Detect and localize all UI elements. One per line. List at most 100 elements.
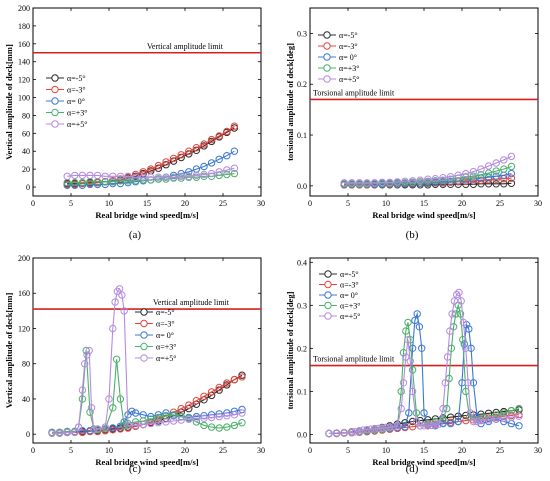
data-point (424, 419, 432, 428)
data-point (457, 297, 465, 305)
legend-label: α=+5° (67, 120, 87, 129)
x-tick-label: 15 (143, 446, 151, 455)
legend-swatch-marker (140, 354, 148, 362)
data-point (446, 419, 455, 428)
legend: α=-5° α=-3° α= 0° α=+3° α=+5° (135, 308, 176, 363)
data-point (78, 386, 87, 394)
data-point (401, 423, 409, 431)
y-tick-label: 0.1 (297, 387, 307, 396)
data-point (74, 423, 83, 431)
data-point (131, 409, 140, 417)
data-point (507, 152, 516, 161)
data-point (492, 159, 500, 167)
y-tick-label: 160 (18, 289, 30, 298)
data-point (439, 404, 447, 413)
series-line (67, 167, 235, 178)
data-point (484, 173, 493, 181)
data-point (500, 409, 508, 417)
data-point (83, 351, 91, 359)
data-point (431, 177, 440, 185)
data-point (454, 417, 462, 426)
data-point (399, 379, 408, 387)
data-point (71, 178, 79, 187)
y-axis-label: torsional amplitude of deck[deg] (285, 291, 295, 409)
legend-swatch-marker (323, 42, 331, 50)
data-point (446, 175, 455, 183)
data-point (131, 173, 140, 181)
panel-b: 0 5 10 15 20 25 30 0.0 0.1 0.2 0.3 Real bridge wind… (285, 7, 542, 241)
data-point (85, 346, 93, 355)
x-tick-label: 25 (219, 446, 227, 455)
data-point (340, 429, 348, 437)
y-tick-label: 0 (26, 183, 30, 192)
series-line (52, 408, 243, 433)
data-point (446, 327, 454, 335)
x-tick-label: 5 (346, 199, 350, 208)
legend-label: α=-3° (339, 42, 358, 51)
panel-caption: (b) (406, 229, 419, 241)
data-point (55, 429, 64, 437)
x-axis-label: Real bridge wind speed[m/s] (95, 210, 198, 220)
data-point (162, 173, 170, 181)
data-point (223, 152, 231, 160)
data-point (477, 171, 485, 179)
data-point (439, 176, 447, 184)
data-point (408, 177, 417, 185)
data-point (459, 318, 468, 327)
data-point (200, 414, 208, 422)
data-point (78, 171, 87, 180)
data-point (473, 415, 481, 423)
data-point (116, 422, 125, 430)
data-point (207, 388, 216, 396)
x-tick-label: 25 (496, 199, 504, 208)
x-tick-label: 10 (382, 199, 390, 208)
data-point (169, 173, 178, 181)
legend: α=-5° α=-3° α= 0° α=+3° α=+5° (318, 31, 359, 84)
x-tick-label: 10 (105, 446, 113, 455)
data-point (402, 327, 410, 335)
data-point (109, 178, 117, 186)
data-point (162, 418, 170, 426)
data-point (515, 404, 523, 413)
data-point (111, 298, 119, 306)
data-point (389, 423, 398, 431)
data-point (351, 428, 360, 436)
data-point (412, 409, 421, 417)
y-tick-label: 0.2 (297, 80, 307, 89)
data-point (454, 177, 462, 185)
data-point (404, 336, 412, 344)
data-point (408, 366, 417, 374)
series-group (63, 122, 239, 190)
data-point (420, 422, 428, 430)
data-point (90, 426, 98, 434)
data-point (454, 171, 462, 179)
legend-swatch-marker (324, 291, 332, 299)
data-point (418, 344, 426, 352)
data-point (215, 424, 223, 432)
data-point (48, 429, 56, 437)
data-point (401, 177, 409, 186)
data-point (215, 155, 223, 164)
data-point (93, 425, 102, 433)
data-point (154, 161, 163, 170)
x-axis-label: Real bridge wind speed[m/s] (372, 210, 475, 220)
series-line (344, 165, 512, 185)
y-tick-label: 0.0 (297, 430, 307, 439)
y-axis-label: Vertical amplitude of deck[mm] (4, 44, 14, 160)
x-tick-label: 0 (31, 446, 35, 455)
data-point (411, 316, 419, 325)
data-point (215, 132, 223, 140)
data-point (185, 147, 193, 155)
y-tick-label: 60 (22, 129, 30, 138)
legend-label: α=+3° (340, 302, 360, 311)
data-point (386, 423, 394, 431)
data-point (332, 429, 341, 437)
data-point (147, 415, 155, 423)
data-point (200, 170, 208, 179)
data-point (154, 173, 163, 181)
x-tick-label: 25 (496, 446, 504, 455)
data-point (230, 411, 239, 419)
data-point (207, 423, 216, 431)
x-tick-label: 10 (382, 446, 390, 455)
y-tick-label: 120 (18, 324, 30, 333)
